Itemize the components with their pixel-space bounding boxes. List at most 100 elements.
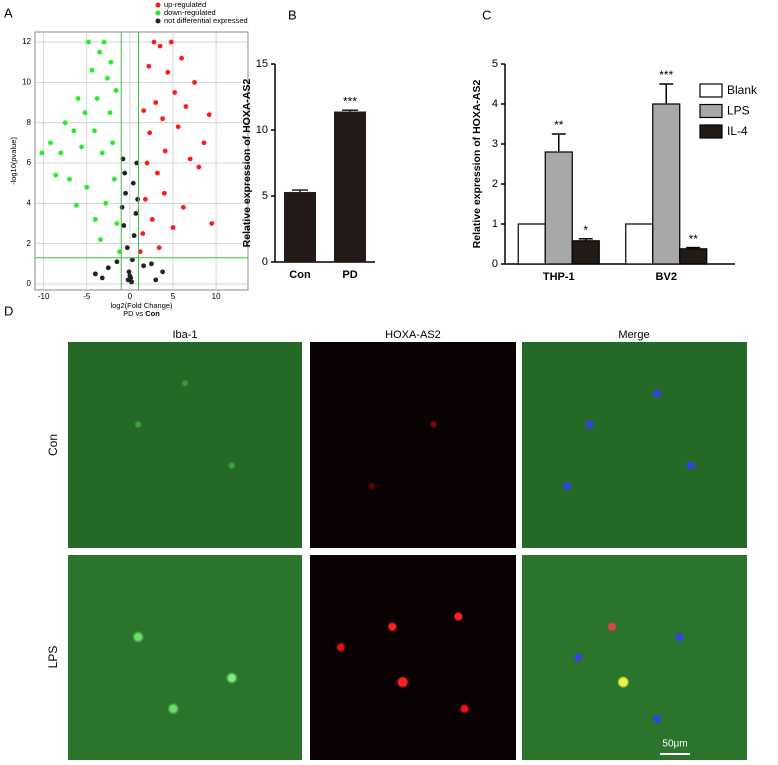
point (62, 120, 68, 126)
point (201, 140, 207, 146)
point (120, 156, 126, 162)
legend-label: not differential expressed (164, 16, 248, 25)
point (196, 164, 202, 170)
legend-swatch (155, 10, 161, 16)
x-tick-label: THP-1 (543, 271, 575, 283)
y-tick-label: 2 (27, 239, 32, 248)
image-panel (68, 342, 302, 548)
point (126, 269, 132, 275)
point (110, 140, 116, 146)
point (151, 39, 157, 45)
point (114, 259, 120, 265)
point (160, 269, 166, 275)
point (71, 128, 77, 134)
y-tick-label: 10 (256, 124, 268, 136)
x-axis-label: log2(Fold Change) (110, 301, 173, 310)
point (67, 176, 72, 182)
y-tick-label: 1 (492, 218, 498, 230)
x-tick-label: PD (342, 269, 357, 281)
x-tick-label: 5 (171, 292, 176, 301)
point (130, 180, 136, 186)
point (101, 39, 107, 45)
point (58, 150, 64, 156)
panel-label: D (4, 303, 13, 318)
significance: ** (689, 232, 699, 246)
x-tick-label: -10 (38, 292, 50, 301)
point (133, 211, 139, 216)
y-tick-label: 2 (492, 178, 498, 190)
legend-swatch (155, 2, 161, 8)
column-label: HOXA-AS2 (385, 329, 441, 341)
point (140, 231, 146, 236)
point (165, 69, 171, 75)
point (111, 176, 117, 182)
point (73, 202, 79, 208)
bar (625, 223, 654, 265)
x-tick-label: 0 (128, 292, 133, 301)
point (175, 124, 181, 130)
point (183, 104, 189, 109)
point (75, 96, 81, 101)
point (141, 263, 147, 269)
point (179, 55, 184, 61)
point (39, 150, 45, 156)
point (130, 257, 135, 263)
image-panel (522, 555, 747, 760)
point (127, 273, 133, 279)
point (103, 200, 109, 206)
point (155, 170, 160, 176)
legend-label: down-regulated (164, 8, 216, 17)
legend-label: Blank (727, 83, 758, 97)
y-tick-label: 4 (27, 198, 32, 207)
point (157, 43, 163, 49)
row-label: LPS (46, 646, 60, 669)
bar (652, 103, 681, 265)
y-tick-label: 10 (22, 78, 31, 87)
bar (544, 151, 573, 265)
point (123, 190, 128, 196)
point (209, 221, 215, 226)
point (79, 144, 84, 150)
significance: *** (343, 94, 357, 108)
point (170, 225, 176, 230)
point (122, 170, 128, 176)
legend-label: up-regulated (164, 0, 206, 9)
point (121, 223, 127, 228)
row-label: Con (46, 434, 60, 456)
panel-label: C (482, 7, 491, 22)
bar (334, 111, 366, 263)
point (84, 184, 90, 190)
y-tick-label: 0 (27, 279, 32, 288)
point (94, 96, 100, 101)
legend-label: LPS (727, 104, 750, 118)
point (135, 196, 141, 202)
y-axis-label: -log10(pvalue) (9, 137, 18, 185)
point (206, 112, 212, 118)
point (153, 277, 159, 283)
point (160, 116, 166, 122)
y-axis-label: Relative expression of HOXA-AS2 (241, 79, 253, 248)
bar (571, 240, 600, 265)
point (92, 217, 98, 222)
point (149, 217, 155, 222)
y-tick-label: 0 (262, 256, 268, 268)
y-tick-label: 4 (492, 98, 498, 110)
point (97, 49, 103, 55)
y-tick-label: 8 (27, 118, 32, 127)
y-tick-label: 3 (492, 138, 498, 150)
point (53, 172, 59, 178)
point (114, 221, 120, 226)
point (192, 79, 197, 85)
point (82, 110, 88, 116)
y-tick-label: 6 (27, 158, 32, 167)
bar (284, 192, 316, 262)
point (141, 108, 147, 114)
image-panel (68, 555, 302, 760)
point (92, 271, 98, 277)
subtitle-bold: Con (145, 309, 160, 318)
significance: * (583, 223, 588, 237)
point (137, 249, 143, 255)
bar (517, 223, 546, 265)
point (156, 245, 162, 251)
point (153, 100, 159, 105)
